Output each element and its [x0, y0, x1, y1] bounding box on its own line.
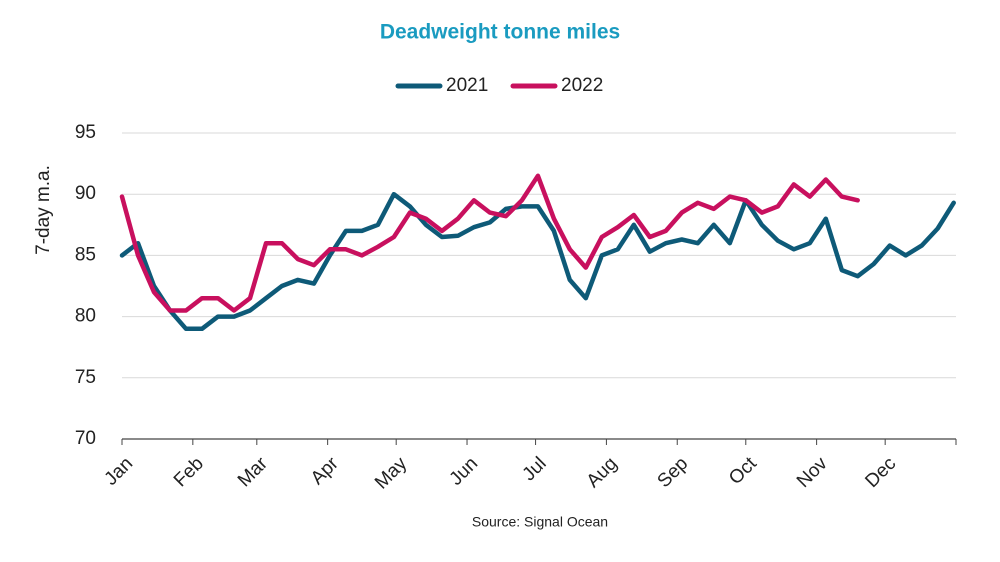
x-tick-label: Mar [234, 453, 272, 491]
legend-label: 2022 [561, 75, 603, 96]
x-tick-label: Aug [583, 453, 622, 492]
x-tick-label: Apr [307, 453, 343, 489]
y-tick-label: 95 [75, 122, 96, 143]
source: Source: Signal Ocean [472, 514, 608, 530]
x-tick-label: Feb [170, 453, 208, 491]
y-tick-label: 90 [75, 183, 96, 204]
x-tick-label: Jan [101, 453, 138, 490]
y-tick-label: 85 [75, 244, 96, 265]
chart-title: Deadweight tonne miles [380, 21, 620, 44]
x-tick-label: Nov [793, 453, 832, 492]
line-series [119, 173, 860, 313]
x-tick-label: Jul [519, 453, 551, 485]
x-tick-label: Jun [446, 453, 483, 490]
x-tick-label: Sep [654, 453, 693, 492]
y-tick-label: 80 [75, 306, 96, 327]
y-axis-label: 7-day m.a. [33, 165, 54, 255]
y-tick-label: 75 [75, 367, 96, 388]
x-tick-label: Dec [862, 453, 901, 492]
legend-label: 2021 [446, 75, 488, 96]
x-tick-label: Oct [725, 453, 761, 489]
y-tick-label: 70 [75, 428, 96, 449]
line-series [119, 191, 956, 332]
x-tick-label: May [371, 453, 412, 494]
